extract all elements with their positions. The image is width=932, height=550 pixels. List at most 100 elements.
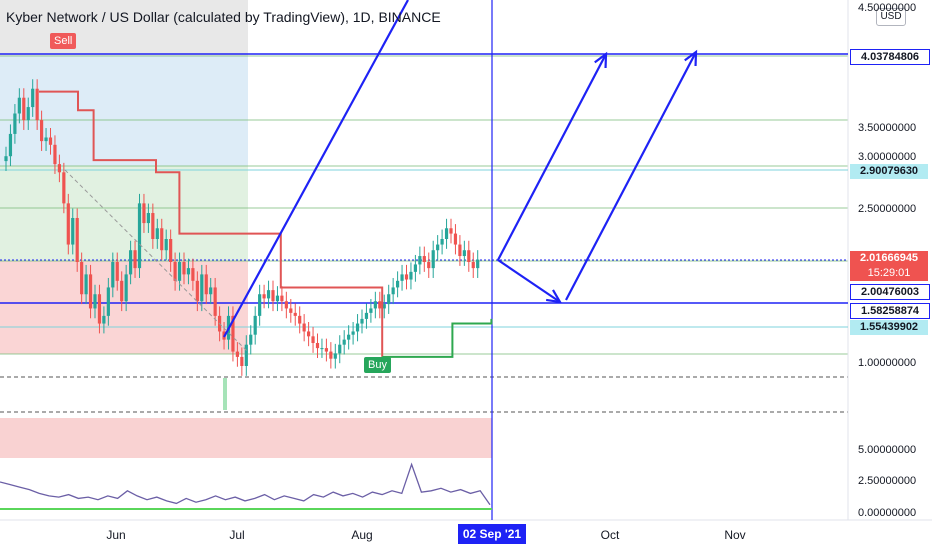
candle-body (347, 334, 351, 340)
projection-arrow (565, 51, 697, 301)
y-tick-label: 2.50000000 (858, 203, 917, 215)
projection-arrowhead (594, 51, 608, 69)
candle-body (396, 280, 400, 288)
candle-body (382, 304, 386, 309)
candle-body (440, 238, 444, 245)
projection-arrowhead (684, 49, 698, 67)
candle-body (26, 107, 30, 121)
candle-body (418, 256, 422, 265)
sell-signal: Sell (50, 33, 77, 49)
candle-body (31, 88, 35, 108)
trailing-stop-down (39, 90, 384, 357)
candle-body (53, 144, 57, 165)
candle-body (391, 287, 395, 295)
candle-body (387, 294, 391, 305)
y-tick-label: 1.00000000 (858, 357, 917, 369)
candle-body (48, 137, 53, 145)
zone-grey (0, 0, 248, 56)
candle-body (62, 172, 66, 204)
candle-body (266, 290, 271, 299)
candle-body (302, 323, 306, 332)
candle-body (413, 264, 417, 272)
candle-body (97, 294, 102, 324)
candle-body (151, 213, 155, 239)
candle-body (115, 262, 119, 281)
y-tick-label: 3.50000000 (858, 122, 917, 134)
candle-body (431, 250, 435, 269)
candle-body (137, 203, 142, 269)
candle-body (133, 250, 137, 269)
candle-body (35, 88, 39, 121)
y-tick-label: 3.00000000 (858, 151, 917, 163)
candle-body (249, 334, 253, 345)
candle-body (66, 203, 70, 245)
candle-body (231, 315, 235, 352)
candle-body (186, 268, 191, 275)
candle-body (449, 228, 453, 234)
candle-body (258, 294, 262, 316)
x-tick-label: Aug (351, 528, 373, 542)
candle-body (80, 262, 84, 295)
candle-body (476, 259, 480, 269)
candle-body (373, 301, 377, 309)
candle-body (106, 287, 110, 316)
volume-bar (223, 378, 227, 410)
candle-body (164, 238, 168, 251)
candle-body (13, 113, 17, 134)
candle-body (311, 336, 315, 343)
x-tick-label: Oct (600, 528, 620, 542)
x-tick-label: Jul (229, 528, 245, 542)
candle-body (120, 280, 124, 302)
candle-body (240, 356, 244, 366)
candle-body (204, 274, 208, 295)
candle-body (262, 294, 266, 299)
x-tick-label: Jun (106, 528, 126, 542)
lower-y-tick-label: 2.50000000 (858, 475, 917, 487)
candle-body (467, 250, 471, 263)
lower-y-tick-label: 5.00000000 (858, 444, 917, 456)
projection-arrowhead (545, 289, 563, 304)
candle-body (191, 268, 195, 281)
price-label-teal-lower: 1.55439902 (850, 320, 928, 335)
candle-body (182, 262, 186, 275)
candle-body (57, 164, 61, 173)
zone-red (0, 261, 248, 354)
trend-line (223, 0, 409, 338)
candle-body (289, 308, 293, 313)
candle-body (160, 228, 164, 251)
trailing-stop-up (382, 318, 493, 358)
candle-body (93, 294, 97, 309)
candle-body (271, 290, 275, 302)
projection-arrow (497, 259, 561, 303)
candle-body (253, 315, 257, 335)
candle-body (338, 344, 342, 354)
candle-body (209, 287, 213, 295)
diagonal-guide (64, 169, 249, 353)
candle-body (200, 274, 204, 302)
candle-body (146, 213, 150, 224)
candle-body (298, 315, 302, 324)
candle-body (471, 262, 475, 269)
candle-body (324, 348, 328, 352)
candle-body (17, 97, 21, 114)
candle-body (244, 344, 248, 366)
candle-body (213, 287, 217, 316)
currency-button[interactable]: USD (876, 8, 906, 26)
candle-body (111, 262, 115, 288)
oscillator-line (0, 462, 491, 506)
price-label-upper-target: 4.03784806 (850, 49, 930, 65)
candle-body (88, 274, 93, 309)
candle-body (427, 262, 431, 269)
candle-body (355, 323, 360, 332)
candle-body (4, 156, 8, 162)
candle-body (369, 308, 373, 313)
chart-title: Kyber Network / US Dollar (calculated by… (6, 9, 441, 25)
candle-body (169, 238, 173, 263)
candle-body (155, 228, 159, 239)
candle-body (84, 274, 88, 295)
candle-body (284, 301, 288, 309)
candle-body (275, 295, 280, 302)
price-label-teal-upper: 2.90079630 (850, 164, 928, 179)
